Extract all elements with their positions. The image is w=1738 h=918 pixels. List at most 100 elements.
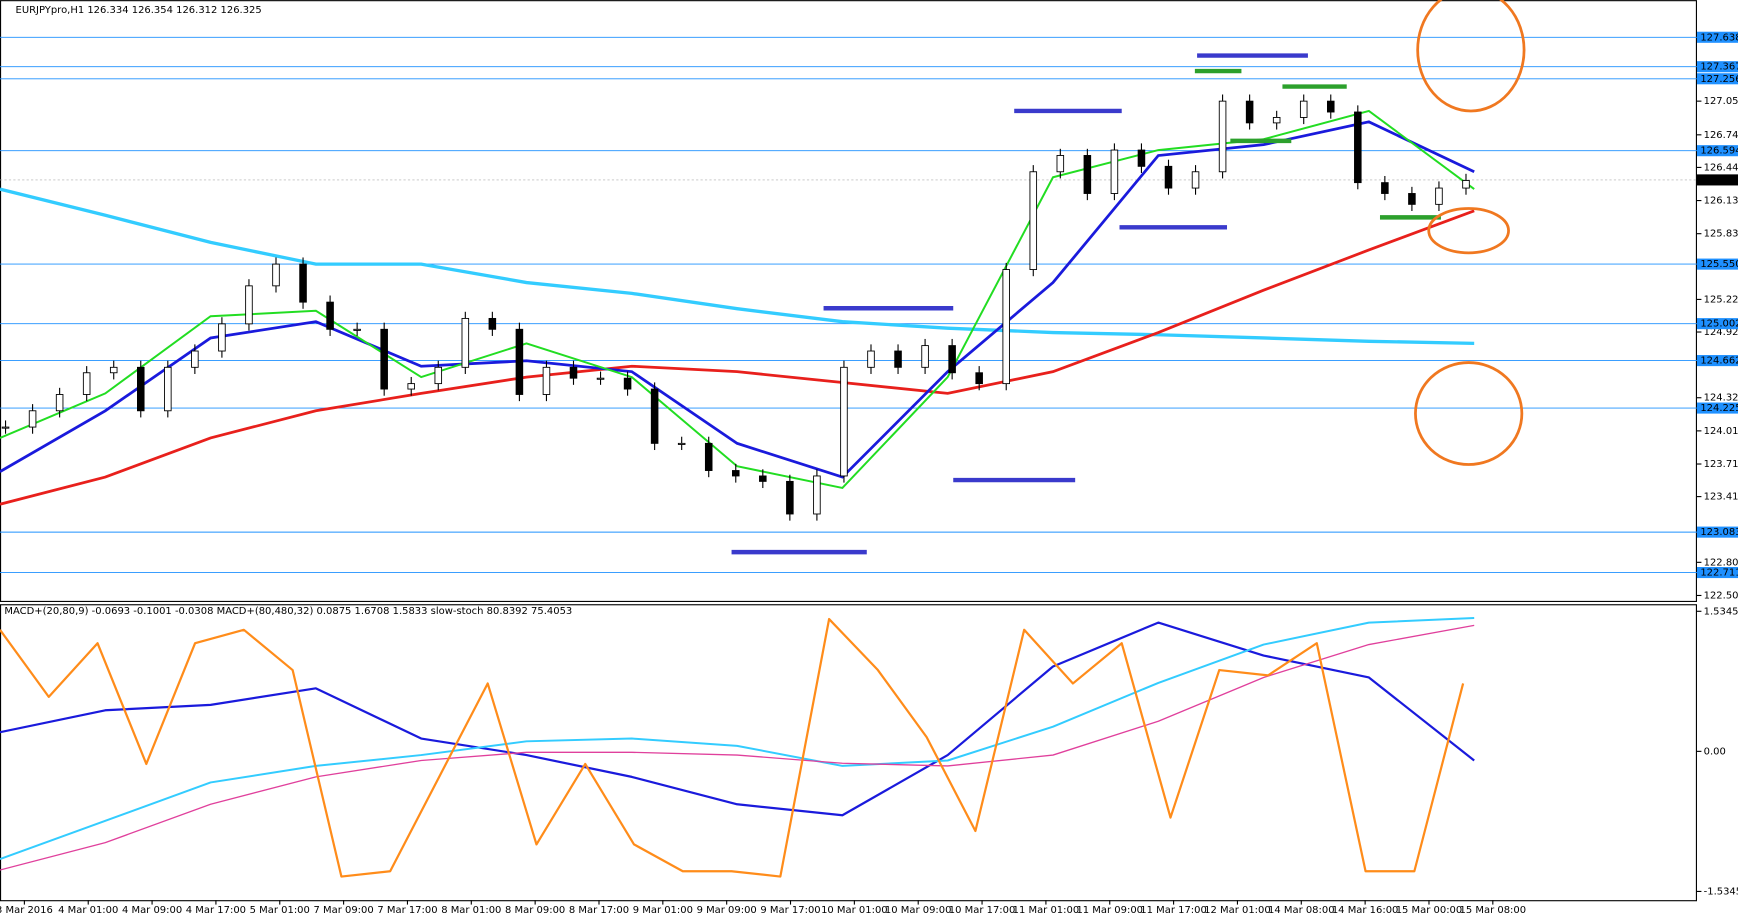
- candle: [299, 263, 307, 303]
- candle: [1435, 187, 1443, 205]
- y-tick-label: 123.410: [1704, 492, 1738, 503]
- candle: [623, 377, 632, 390]
- candle: [921, 345, 929, 368]
- chart-title: EURJPYpro,H1 126.334 126.354 126.312 126…: [16, 5, 262, 16]
- x-tick-label: 14 Mar 16:00: [1332, 905, 1399, 916]
- candle: [1245, 100, 1254, 124]
- level-tag: [1696, 73, 1738, 85]
- candle: [1056, 155, 1065, 173]
- candle: [461, 317, 470, 368]
- indicator-line: [0, 617, 1465, 878]
- level-label: 126.594: [1700, 146, 1738, 157]
- candle: [1326, 100, 1335, 113]
- x-tick-label: 15 Mar 00:00: [1396, 905, 1463, 916]
- price-layer: 127.050 126.740 126.440 126.135 125.830 125.2…: [0, 31, 1738, 916]
- candle: [867, 350, 875, 368]
- y-tick-label: -1.5345: [1704, 886, 1738, 897]
- x-tick-label: 15 Mar 08:00: [1460, 905, 1527, 916]
- moving-average: [0, 120, 1475, 479]
- candle: [137, 366, 145, 412]
- highlight-circles: [1414, 0, 1526, 466]
- x-tick-label: 10 Mar 17:00: [949, 905, 1016, 916]
- x-tick-label: 8 Mar 01:00: [441, 905, 501, 916]
- y-tick-label: 126.740: [1704, 130, 1738, 141]
- y-tick-label: 124.925: [1704, 327, 1738, 338]
- candle: [1191, 171, 1200, 189]
- candle: [1462, 180, 1470, 189]
- candle: [704, 442, 713, 471]
- candle: [218, 323, 226, 352]
- x-tick-label: 11 Mar 09:00: [1076, 905, 1143, 916]
- candle: [1029, 171, 1038, 270]
- x-tick-label: 4 Mar 17:00: [186, 905, 246, 916]
- level-tag: [1696, 402, 1738, 414]
- x-tick-label: 10 Mar 01:00: [821, 905, 888, 916]
- candle: [434, 366, 443, 385]
- x-tick-label: 8 Mar 17:00: [569, 905, 629, 916]
- current-price-tag: [1696, 174, 1738, 186]
- moving-average: [0, 209, 1475, 506]
- indicator-line: [0, 621, 1475, 817]
- candle: [1354, 111, 1362, 184]
- candle: [1299, 100, 1308, 118]
- level-label: 127.256: [1700, 74, 1738, 85]
- candle: [596, 377, 605, 380]
- candle: [326, 301, 334, 330]
- candle: [759, 475, 767, 482]
- x-tick-label: 9 Mar 01:00: [633, 905, 693, 916]
- candle: [515, 328, 524, 395]
- level-label: 124.225: [1700, 403, 1738, 414]
- candle: [840, 366, 848, 477]
- x-tick-label: 11 Mar 01:00: [1013, 905, 1080, 916]
- candle: [1218, 100, 1227, 173]
- candle: [82, 372, 91, 395]
- candle: [1164, 165, 1173, 189]
- level-label: 123.083: [1700, 527, 1738, 538]
- candle: [1272, 117, 1281, 124]
- level-tag: [1696, 145, 1738, 157]
- candle: [28, 410, 37, 428]
- y-tick-label: 123.710: [1704, 459, 1738, 470]
- candle: [731, 470, 740, 477]
- candle: [813, 475, 821, 515]
- x-tick-label: 12 Mar 01:00: [1204, 905, 1271, 916]
- circle: [1427, 207, 1510, 255]
- y-tick-label: 126.135: [1704, 196, 1738, 207]
- candle: [894, 350, 902, 368]
- circle: [1416, 0, 1526, 113]
- candle: [948, 345, 956, 374]
- current-price-label: 126.325: [1700, 175, 1738, 186]
- level-label: 122.711: [1700, 568, 1738, 579]
- circle: [1414, 361, 1524, 466]
- level-tag: [1696, 31, 1738, 43]
- x-tick-label: 4 Mar 01:00: [58, 905, 118, 916]
- level-tag: [1696, 318, 1738, 330]
- level-tag: [1696, 258, 1738, 270]
- x-tick-label: 10 Mar 09:00: [885, 905, 952, 916]
- candle: [164, 366, 172, 412]
- x-tick-label: 14 Mar 08:00: [1268, 905, 1335, 916]
- moving-average: [0, 187, 1475, 346]
- candle: [677, 442, 686, 445]
- indicator-line: [0, 624, 1475, 871]
- annotations: [731, 53, 1441, 555]
- x-tick-label: 5 Mar 01:00: [250, 905, 310, 916]
- candle: [407, 383, 415, 390]
- candle: [191, 350, 199, 368]
- level-label: 125.002: [1700, 319, 1738, 330]
- indicator-title: MACD+(20,80,9) -0.0693 -0.1001 -0.0308 M…: [4, 606, 572, 617]
- level-label: 127.638: [1700, 32, 1738, 43]
- candle: [245, 285, 253, 325]
- y-tick-label: 126.440: [1704, 162, 1738, 173]
- candle: [1408, 193, 1416, 205]
- level-tag: [1696, 61, 1738, 73]
- candle: [1137, 149, 1146, 167]
- candle: [1110, 149, 1119, 194]
- candle: [1002, 269, 1010, 385]
- level-tag: [1696, 567, 1738, 579]
- x-tick-label: 8 Mar 09:00: [505, 905, 565, 916]
- level-label: 127.367: [1700, 62, 1738, 73]
- x-tick-label: 7 Mar 17:00: [377, 905, 437, 916]
